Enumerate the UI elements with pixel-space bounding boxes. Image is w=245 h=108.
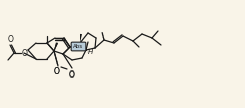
Polygon shape bbox=[54, 43, 58, 51]
Text: O: O bbox=[69, 70, 75, 79]
Text: H: H bbox=[88, 49, 93, 55]
Text: O: O bbox=[69, 71, 75, 80]
Text: O: O bbox=[54, 67, 60, 75]
Text: O: O bbox=[8, 36, 13, 44]
FancyBboxPatch shape bbox=[71, 42, 86, 51]
Text: Abs: Abs bbox=[74, 44, 84, 49]
Text: Abs: Abs bbox=[74, 44, 84, 49]
Text: O: O bbox=[22, 48, 28, 57]
Polygon shape bbox=[80, 34, 82, 43]
Text: O: O bbox=[54, 67, 60, 76]
FancyBboxPatch shape bbox=[71, 42, 86, 51]
